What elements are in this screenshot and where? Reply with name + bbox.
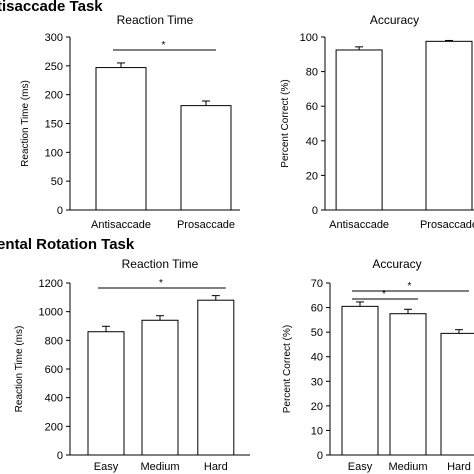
x-tick-label: Antisaccade xyxy=(329,219,389,231)
x-tick-label: Easy xyxy=(348,461,373,473)
y-tick-label: 0 xyxy=(57,205,63,217)
chart-title: Reaction Time xyxy=(117,13,194,27)
bar-easy xyxy=(87,331,125,456)
y-tick-label: 800 xyxy=(45,335,63,347)
y-tick-label: 300 xyxy=(45,32,63,44)
y-axis-label: Reaction Time (ms) xyxy=(14,326,25,413)
chart-panel-1: Reaction Time 0 50 100 150 200 250 300 Reaction … xyxy=(20,13,240,231)
y-tick-label: 400 xyxy=(45,393,63,405)
significance-star: * xyxy=(162,40,166,51)
chart-title: Reaction Time xyxy=(122,257,199,271)
y-tick-label: 100 xyxy=(300,32,318,44)
chart-panel-4: Accuracy 0 10 20 30 40 50 60 70 Percent Correct (… xyxy=(282,257,474,473)
y-tick-label: 600 xyxy=(45,364,63,376)
bar-antisaccade xyxy=(95,67,147,211)
x-tick-label: Antisaccade xyxy=(91,219,151,231)
x-tick-label: Hard xyxy=(447,461,471,473)
y-axis-label: Percent Correct (%) xyxy=(282,325,293,413)
x-tick-label: Easy xyxy=(94,461,119,473)
y-tick-label: 70 xyxy=(311,278,323,290)
y-tick-label: 1200 xyxy=(39,278,63,290)
bar-medium xyxy=(141,319,179,456)
chart-panels: Reaction Time050100150200250300Reaction … xyxy=(14,13,474,473)
bar-prosaccade xyxy=(180,105,232,211)
x-tick-label: Medium xyxy=(140,461,179,473)
y-tick-label: 0 xyxy=(312,205,318,217)
significance-star: * xyxy=(159,278,163,289)
y-tick-label: 0 xyxy=(57,450,63,462)
x-tick-label: Hard xyxy=(204,461,228,473)
y-tick-label: 1000 xyxy=(39,307,63,319)
y-tick-label: 50 xyxy=(51,176,63,188)
y-tick-label: 200 xyxy=(45,90,63,102)
y-tick-label: 200 xyxy=(45,421,63,433)
y-tick-label: 40 xyxy=(306,136,318,148)
significance-star: * xyxy=(382,289,386,300)
y-tick-label: 0 xyxy=(317,450,323,462)
bar-easy xyxy=(341,305,379,456)
bar-hard xyxy=(197,299,235,456)
y-tick-label: 60 xyxy=(306,101,318,113)
y-tick-label: 20 xyxy=(306,170,318,182)
chart-panel-3: Reaction Time 0 200 400 600 800 1000 1200 Reacti… xyxy=(14,257,250,473)
x-tick-label: Prosaccade xyxy=(420,219,474,231)
section-title-mental-rotation: ental Rotation Task xyxy=(0,236,135,253)
bar-antisaccade xyxy=(335,49,383,211)
y-tick-label: 60 xyxy=(311,303,323,315)
bar-prosaccade xyxy=(425,40,473,211)
y-tick-label: 40 xyxy=(311,352,323,364)
y-tick-label: 10 xyxy=(311,425,323,437)
y-tick-label: 20 xyxy=(311,401,323,413)
chart-title: Accuracy xyxy=(372,257,421,271)
y-tick-label: 30 xyxy=(311,376,323,388)
section-title-antisaccade: tisaccade Task xyxy=(0,0,103,15)
chart-title: Accuracy xyxy=(370,13,419,27)
bar-hard xyxy=(440,332,474,456)
y-tick-label: 100 xyxy=(45,147,63,159)
y-tick-label: 250 xyxy=(45,61,63,73)
x-tick-label: Prosaccade xyxy=(177,219,235,231)
bar-medium xyxy=(389,313,427,456)
y-tick-label: 150 xyxy=(45,119,63,131)
y-axis-label: Percent Correct (%) xyxy=(280,79,291,167)
significance-star: * xyxy=(408,281,412,292)
y-axis-label: Reaction Time (ms) xyxy=(20,80,31,167)
y-tick-label: 80 xyxy=(306,67,318,79)
y-tick-label: 50 xyxy=(311,327,323,339)
x-tick-label: Medium xyxy=(388,461,427,473)
chart-panel-2: Accuracy 0 20 40 60 80 100 Percent Correct (%) A… xyxy=(280,13,474,231)
